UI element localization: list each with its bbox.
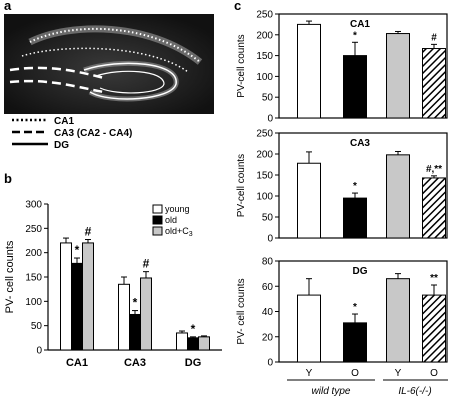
legend-ca1-label: CA1 — [54, 116, 74, 127]
legend-dg-label: DG — [54, 140, 69, 151]
y-tick-label: 100 — [256, 192, 273, 203]
bar — [71, 262, 83, 351]
y-axis-label: PV- cell counts — [236, 278, 247, 344]
y-tick-label: 50 — [262, 213, 274, 224]
bar — [118, 283, 130, 351]
y-tick-label: 250 — [256, 10, 273, 21]
y-tick-label: 150 — [25, 273, 42, 284]
legend-swatch — [152, 215, 163, 225]
y-tick-label: 60 — [262, 282, 274, 293]
significance-mark: #,** — [426, 164, 442, 175]
ca1-outline — [29, 27, 201, 63]
y-tick-label: 250 — [25, 224, 42, 235]
y-tick-label: 50 — [31, 321, 43, 332]
bar — [297, 23, 321, 119]
dg-outline — [83, 62, 177, 100]
bar — [343, 55, 367, 119]
chart-title: DG — [353, 266, 368, 277]
y-tick-label: 0 — [267, 234, 273, 245]
y-tick-label: 0 — [36, 346, 42, 357]
y-tick-label: 200 — [25, 248, 42, 259]
bar — [140, 277, 152, 351]
bar — [176, 332, 188, 351]
panel-a-letter: a — [4, 0, 12, 13]
panel-b-letter: b — [4, 171, 12, 186]
bar — [343, 197, 367, 239]
y-tick-label: 50 — [262, 93, 274, 104]
x-tick-label: Y — [306, 368, 313, 379]
chart-title: CA1 — [350, 19, 370, 30]
bar — [343, 322, 367, 363]
legend-label: young — [165, 204, 190, 214]
legend-swatch — [152, 204, 163, 214]
chart-c-ca1: 0 50 100 150 200 250 PV-cell counts CA1* # — [236, 10, 448, 125]
significance-mark: * — [353, 181, 357, 192]
legend-label: old — [165, 215, 177, 225]
y-tick-label: 0 — [267, 114, 273, 125]
significance-mark: * — [191, 322, 196, 336]
significance-mark: * — [75, 243, 80, 257]
bar — [198, 336, 210, 351]
x-tick-label: DG — [185, 357, 202, 369]
bar — [386, 33, 410, 119]
x-tick-label: CA1 — [66, 357, 88, 369]
bar — [187, 337, 199, 351]
bar — [422, 177, 446, 239]
micrograph — [4, 14, 214, 114]
chart-b: 0 50 100 150 200 250 300 PV- cell counts * # CA1 * #… — [4, 200, 222, 369]
bar — [60, 242, 72, 351]
y-tick-label: 100 — [25, 297, 42, 308]
y-axis-label: PV-cell counts — [236, 34, 247, 97]
y-tick-label: 80 — [262, 257, 274, 268]
y-tick-label: 250 — [256, 129, 273, 140]
y-axis-label: PV- cell counts — [4, 240, 16, 313]
bar — [297, 162, 321, 239]
legend-label: old+C3 — [165, 226, 193, 238]
significance-mark: ** — [430, 273, 438, 284]
bar — [129, 313, 141, 351]
bar — [422, 48, 446, 119]
legend-swatch — [152, 226, 163, 236]
bar — [297, 294, 321, 363]
legend-ca3-label: CA3 (CA2 - CA4) — [54, 128, 132, 139]
chart-title: CA3 — [350, 138, 370, 149]
bar — [422, 294, 446, 363]
x-tick-label: Y — [395, 368, 402, 379]
y-axis-label: PV-cell counts — [236, 154, 247, 217]
bar — [386, 154, 410, 239]
significance-mark: # — [143, 257, 150, 271]
y-tick-label: 200 — [256, 150, 273, 161]
group-label-wild-type: wild type — [312, 386, 351, 397]
panel-c-letter: c — [234, 0, 241, 13]
bar — [82, 242, 94, 351]
y-tick-label: 20 — [262, 332, 274, 343]
y-tick-label: 150 — [256, 171, 273, 182]
x-tick-label: CA3 — [124, 357, 146, 369]
y-tick-label: 300 — [25, 200, 42, 211]
significance-mark: # — [431, 32, 437, 43]
y-tick-label: 100 — [256, 72, 273, 83]
significance-mark: * — [133, 296, 138, 310]
significance-mark: # — [85, 225, 92, 239]
x-tick-label: O — [351, 368, 359, 379]
y-tick-label: 200 — [256, 30, 273, 41]
significance-mark: * — [353, 30, 357, 41]
significance-mark: * — [353, 302, 357, 313]
group-label-il6-knockout: IL-6(-/-) — [398, 386, 431, 397]
y-tick-label: 0 — [267, 358, 273, 369]
bar — [386, 278, 410, 363]
x-tick-label: O — [430, 368, 438, 379]
y-tick-label: 40 — [262, 307, 274, 318]
chart-c-ca3: 0 50 100 150 200 250 PV-cell counts CA3 * #,** — [236, 129, 448, 245]
y-tick-label: 150 — [256, 51, 273, 62]
panel-a-legend: CA1 CA3 (CA2 - CA4) DG — [12, 116, 132, 151]
